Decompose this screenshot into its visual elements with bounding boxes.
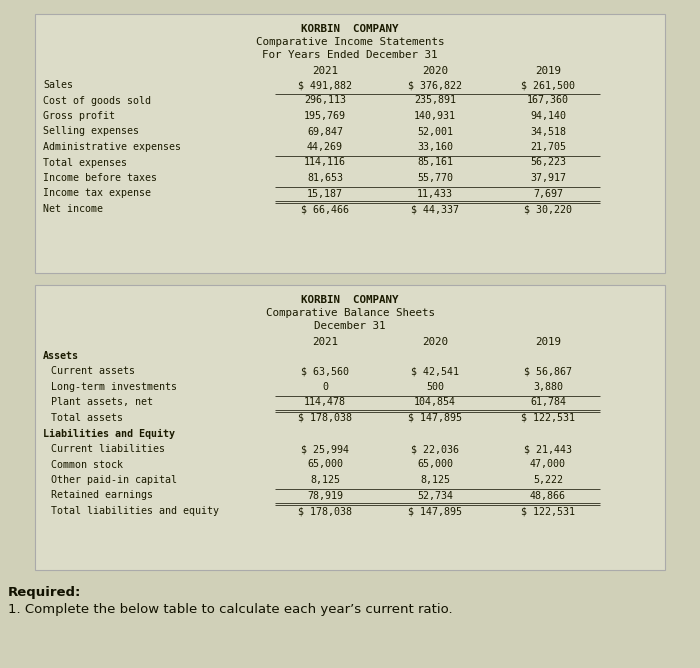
Text: Current liabilities: Current liabilities	[51, 444, 165, 454]
Text: 52,734: 52,734	[417, 490, 453, 500]
Text: 81,653: 81,653	[307, 173, 343, 183]
Text: 11,433: 11,433	[417, 188, 453, 198]
Text: Plant assets, net: Plant assets, net	[51, 397, 153, 407]
Text: $ 147,895: $ 147,895	[408, 413, 462, 423]
Text: Income before taxes: Income before taxes	[43, 173, 157, 183]
Text: 65,000: 65,000	[307, 460, 343, 470]
Text: December 31: December 31	[314, 321, 386, 331]
Text: 34,518: 34,518	[530, 126, 566, 136]
Text: $ 178,038: $ 178,038	[298, 413, 352, 423]
Text: 33,160: 33,160	[417, 142, 453, 152]
Text: Sales: Sales	[43, 80, 73, 90]
Text: 21,705: 21,705	[530, 142, 566, 152]
Text: Total assets: Total assets	[51, 413, 123, 423]
Text: 8,125: 8,125	[420, 475, 450, 485]
Text: 1. Complete the below table to calculate each year’s current ratio.: 1. Complete the below table to calculate…	[8, 603, 453, 616]
Text: 85,161: 85,161	[417, 158, 453, 168]
Text: 48,866: 48,866	[530, 490, 566, 500]
Text: 37,917: 37,917	[530, 173, 566, 183]
Text: $ 63,560: $ 63,560	[301, 367, 349, 377]
Text: $ 44,337: $ 44,337	[411, 204, 459, 214]
Text: 56,223: 56,223	[530, 158, 566, 168]
Text: Other paid-in capital: Other paid-in capital	[51, 475, 177, 485]
Text: $ 30,220: $ 30,220	[524, 204, 572, 214]
Text: KORBIN  COMPANY: KORBIN COMPANY	[301, 24, 399, 34]
Text: 140,931: 140,931	[414, 111, 456, 121]
Text: 5,222: 5,222	[533, 475, 563, 485]
Text: 44,269: 44,269	[307, 142, 343, 152]
Text: 15,187: 15,187	[307, 188, 343, 198]
Text: 7,697: 7,697	[533, 188, 563, 198]
Text: Liabilities and Equity: Liabilities and Equity	[43, 428, 175, 438]
Text: 500: 500	[426, 382, 444, 392]
Text: Required:: Required:	[8, 586, 81, 599]
Text: Total expenses: Total expenses	[43, 158, 127, 168]
Text: 52,001: 52,001	[417, 126, 453, 136]
Text: 78,919: 78,919	[307, 490, 343, 500]
Text: Long-term investments: Long-term investments	[51, 382, 177, 392]
Text: 2021: 2021	[312, 66, 338, 76]
Text: KORBIN  COMPANY: KORBIN COMPANY	[301, 295, 399, 305]
Text: For Years Ended December 31: For Years Ended December 31	[262, 50, 438, 60]
Text: 0: 0	[322, 382, 328, 392]
Text: 114,116: 114,116	[304, 158, 346, 168]
Text: 2020: 2020	[422, 337, 448, 347]
Text: 94,140: 94,140	[530, 111, 566, 121]
Text: $ 56,867: $ 56,867	[524, 367, 572, 377]
Text: 114,478: 114,478	[304, 397, 346, 407]
Text: $ 178,038: $ 178,038	[298, 506, 352, 516]
Text: Selling expenses: Selling expenses	[43, 126, 139, 136]
FancyBboxPatch shape	[35, 14, 665, 273]
Text: Total liabilities and equity: Total liabilities and equity	[51, 506, 219, 516]
Text: Current assets: Current assets	[51, 367, 135, 377]
Text: 235,891: 235,891	[414, 96, 456, 106]
Text: $ 25,994: $ 25,994	[301, 444, 349, 454]
Text: Cost of goods sold: Cost of goods sold	[43, 96, 151, 106]
Text: $ 66,466: $ 66,466	[301, 204, 349, 214]
Text: $ 21,443: $ 21,443	[524, 444, 572, 454]
Text: $ 122,531: $ 122,531	[521, 506, 575, 516]
Text: $ 22,036: $ 22,036	[411, 444, 459, 454]
Text: 296,113: 296,113	[304, 96, 346, 106]
Text: $ 261,500: $ 261,500	[521, 80, 575, 90]
Text: Comparative Income Statements: Comparative Income Statements	[256, 37, 444, 47]
Text: 69,847: 69,847	[307, 126, 343, 136]
Text: 47,000: 47,000	[530, 460, 566, 470]
Text: 61,784: 61,784	[530, 397, 566, 407]
Text: Gross profit: Gross profit	[43, 111, 115, 121]
Text: $ 376,822: $ 376,822	[408, 80, 462, 90]
Text: Net income: Net income	[43, 204, 103, 214]
Text: Comparative Balance Sheets: Comparative Balance Sheets	[265, 308, 435, 318]
Text: 104,854: 104,854	[414, 397, 456, 407]
Text: Retained earnings: Retained earnings	[51, 490, 153, 500]
Text: 8,125: 8,125	[310, 475, 340, 485]
Text: $ 42,541: $ 42,541	[411, 367, 459, 377]
Text: 3,880: 3,880	[533, 382, 563, 392]
Text: Income tax expense: Income tax expense	[43, 188, 151, 198]
Text: 195,769: 195,769	[304, 111, 346, 121]
Text: 2021: 2021	[312, 337, 338, 347]
Text: 2020: 2020	[422, 66, 448, 76]
FancyBboxPatch shape	[35, 285, 665, 570]
Text: $ 122,531: $ 122,531	[521, 413, 575, 423]
Text: $ 147,895: $ 147,895	[408, 506, 462, 516]
Text: 2019: 2019	[535, 337, 561, 347]
Text: 2019: 2019	[535, 66, 561, 76]
Text: 65,000: 65,000	[417, 460, 453, 470]
Text: 55,770: 55,770	[417, 173, 453, 183]
Text: 167,360: 167,360	[527, 96, 569, 106]
Text: Administrative expenses: Administrative expenses	[43, 142, 181, 152]
Text: $ 491,882: $ 491,882	[298, 80, 352, 90]
Text: Assets: Assets	[43, 351, 79, 361]
Text: Common stock: Common stock	[51, 460, 123, 470]
